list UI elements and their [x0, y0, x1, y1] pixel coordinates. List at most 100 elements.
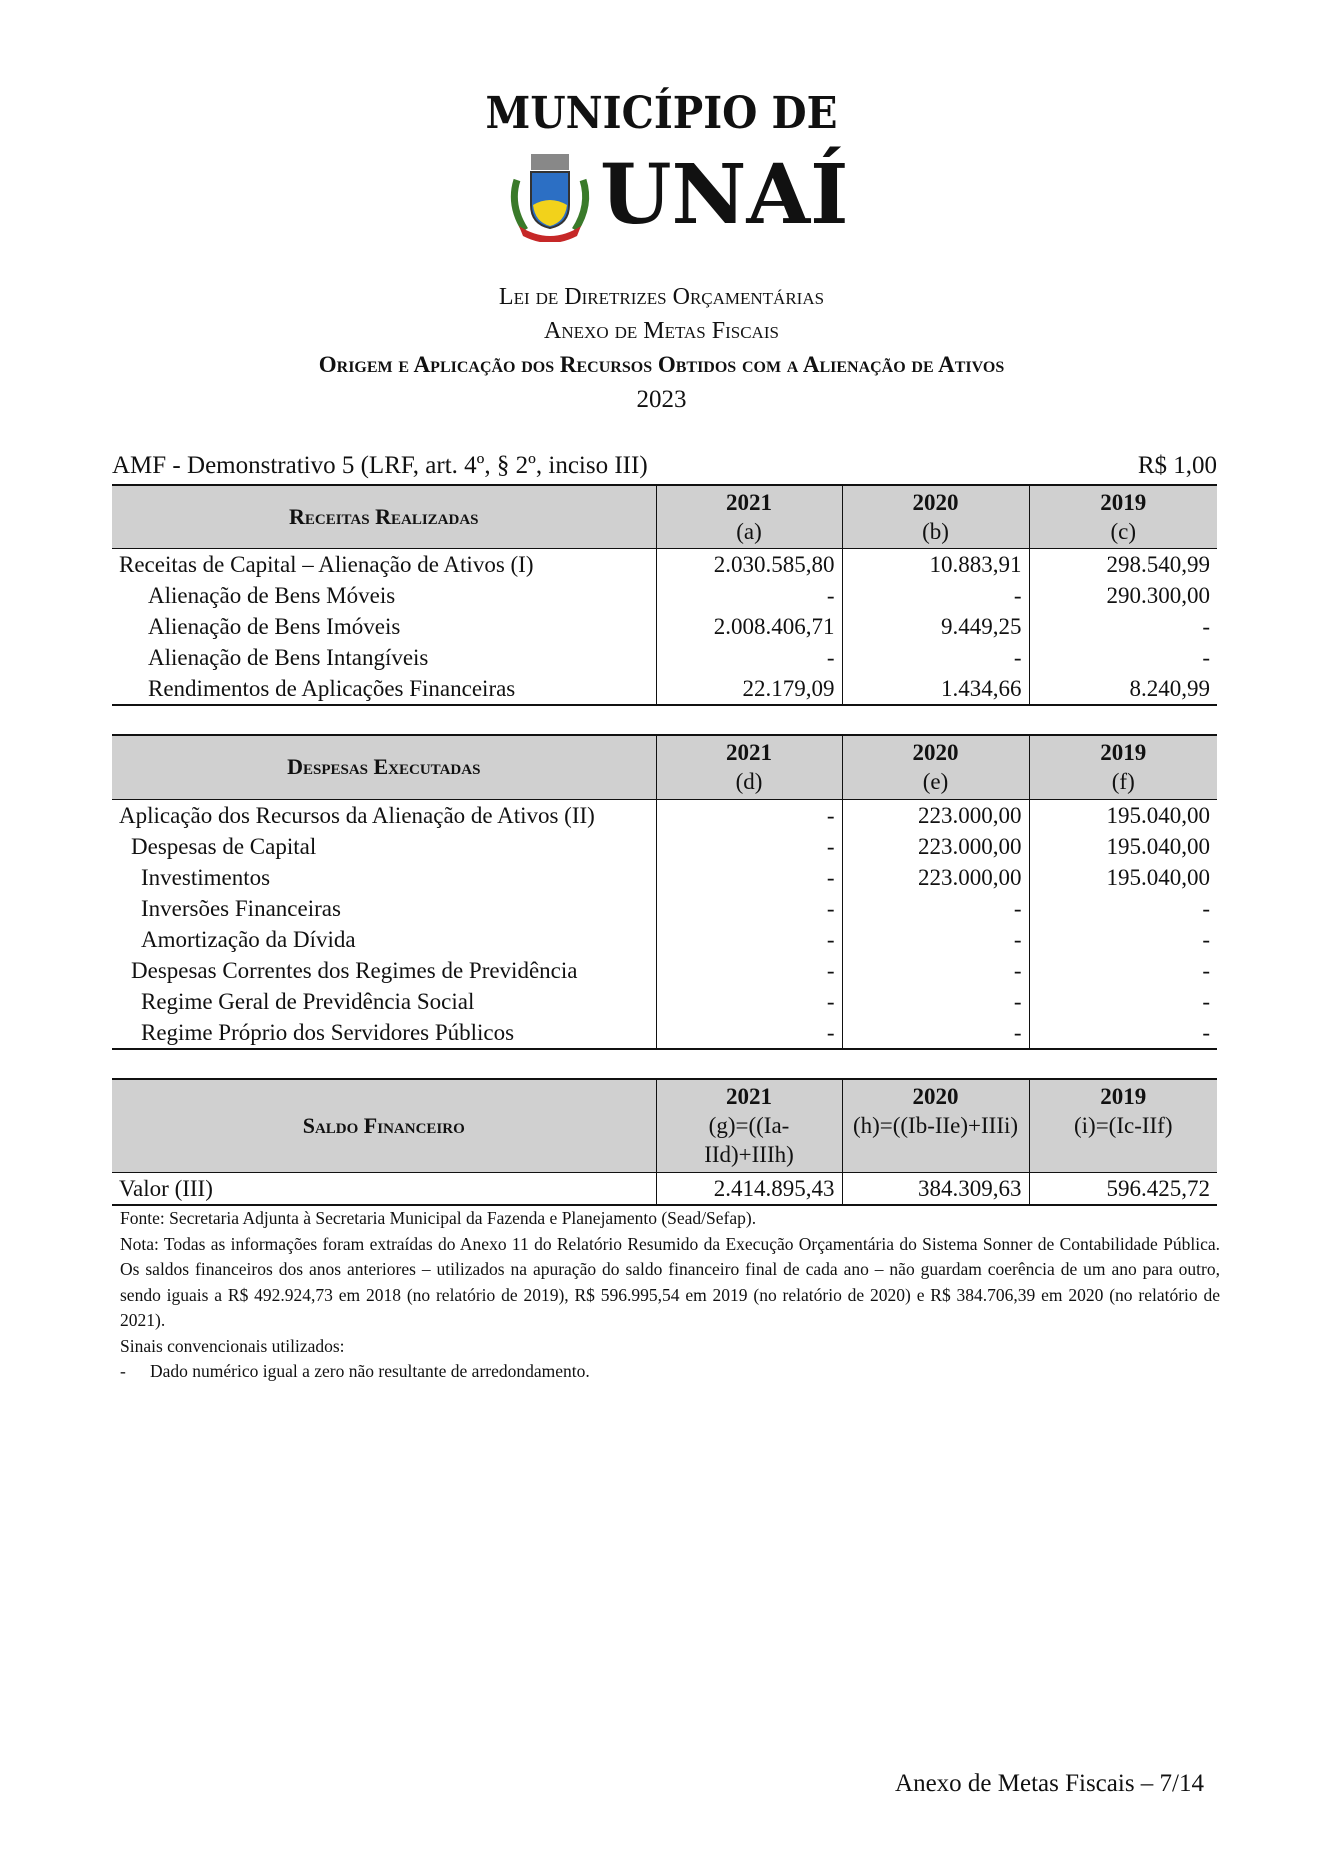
doc-title-anexo: Anexo de Metas Fiscais — [544, 318, 779, 344]
row-value: 2.414.895,43 — [655, 1172, 842, 1206]
row-value: 8.240,99 — [1028, 673, 1217, 706]
row-label: Alienação de Bens Intangíveis — [148, 645, 429, 670]
col-year: 2019 — [1100, 740, 1147, 766]
table-row: Inversões Financeiras - - - — [112, 892, 1217, 924]
col-year: 2019 — [1100, 490, 1147, 515]
col-code: (g)=((Ia-IId)+IIIh) — [704, 1113, 794, 1167]
row-label: Investimentos — [141, 864, 271, 890]
brand-name: UNAÍ — [600, 147, 849, 243]
row-value: - — [655, 1016, 842, 1050]
unit-label: R$ 1,00 — [1137, 452, 1217, 479]
saldo-table: Saldo Financeiro 2021 (g)=((Ia-IId)+IIIh)… — [112, 1078, 1217, 1206]
row-value: - — [655, 923, 842, 955]
notes: Fonte: Secretaria Adjunta à Secretaria M… — [120, 1206, 1220, 1385]
row-value: - — [1028, 611, 1217, 642]
table-row: Despesas de Capital -223.000,00 195.040,00 — [112, 830, 1217, 862]
doc-year: 2023 — [636, 386, 687, 413]
col-code: (d) — [735, 769, 763, 795]
row-value: 22.179,09 — [655, 673, 842, 706]
row-value: - — [1028, 642, 1217, 673]
row-value: - — [1028, 954, 1217, 986]
row-label: Alienação de Bens Móveis — [148, 583, 396, 608]
row-value: - — [841, 954, 1029, 986]
row-label: Aplicação dos Recursos da Alienação de A… — [119, 802, 595, 828]
row-value: 298.540,99 — [1028, 548, 1217, 580]
col-year: 2020 — [912, 490, 959, 515]
row-label: Amortização da Dívida — [141, 926, 356, 952]
col-year: 2020 — [912, 1084, 959, 1109]
row-value: - — [655, 954, 842, 986]
row-value: 290.300,00 — [1028, 580, 1217, 611]
row-value: - — [1028, 923, 1217, 955]
doc-title-lei: Lei de Diretrizes Orçamentárias — [498, 284, 825, 310]
table-row: Alienação de Bens Móveis - -290.300,00 — [112, 580, 1217, 611]
sinal-description: Dado numérico igual a zero não resultant… — [150, 1361, 590, 1381]
row-value: - — [655, 642, 842, 673]
nota-text: Nota: Todas as informações foram extraíd… — [120, 1233, 1220, 1331]
table-row: Amortização da Dívida - - - — [112, 923, 1217, 955]
row-value: - — [655, 861, 842, 893]
row-label: Despesas de Capital — [131, 833, 317, 859]
col-code: (f) — [1111, 769, 1135, 795]
page-footer: Anexo de Metas Fiscais – 7/14 — [895, 1770, 1204, 1797]
row-value: 1.434,66 — [841, 673, 1029, 706]
saldo-heading: Saldo Financeiro — [112, 1078, 656, 1173]
source-note: Fonte: Secretaria Adjunta à Secretaria M… — [120, 1208, 757, 1228]
row-value: - — [1028, 1016, 1217, 1050]
row-value: - — [841, 1016, 1029, 1050]
row-value: 2.030.585,80 — [655, 548, 842, 580]
despesas-table: Despesas Executadas 2021 (d) 2020 (e) 2019… — [112, 734, 1217, 1050]
row-value: 384.309,63 — [841, 1172, 1029, 1206]
row-value: 223.000,00 — [841, 830, 1029, 862]
brand-title: MUNICÍPIO DE — [485, 88, 838, 139]
despesas-heading: Despesas Executadas — [112, 734, 656, 800]
row-value: 195.040,00 — [1028, 830, 1217, 862]
row-value: 195.040,00 — [1028, 799, 1217, 831]
receitas-heading: Receitas Realizadas — [112, 484, 656, 549]
row-value: - — [841, 985, 1029, 1017]
row-label: Regime Próprio dos Servidores Públicos — [112, 1016, 656, 1050]
coat-of-arms-logo — [510, 154, 590, 242]
row-value: - — [655, 985, 842, 1017]
doc-title-origem: Origem e Aplicação dos Recursos Obtidos … — [318, 352, 1005, 377]
row-label: Inversões Financeiras — [141, 895, 341, 921]
row-label: Valor (III) — [112, 1172, 656, 1206]
table-row: Alienação de Bens Intangíveis - - - — [112, 642, 1217, 673]
col-year: 2021 — [726, 490, 772, 515]
row-value: - — [1028, 985, 1217, 1017]
col-code: (c) — [1110, 519, 1137, 544]
row-value: 596.425,72 — [1028, 1172, 1217, 1206]
col-code: (i)=(Ic-IIf) — [1073, 1113, 1173, 1138]
row-value: 9.449,25 — [841, 611, 1029, 642]
row-label: Rendimentos de Aplicações Financeiras — [112, 673, 656, 706]
row-label: Receitas de Capital – Alienação de Ativo… — [119, 552, 534, 577]
table-row: Receitas de Capital – Alienação de Ativo… — [112, 548, 1217, 580]
row-value: - — [841, 923, 1029, 955]
row-value: - — [655, 830, 842, 862]
col-code: (a) — [736, 519, 762, 544]
col-year: 2020 — [912, 740, 959, 766]
row-value: 2.008.406,71 — [655, 611, 842, 642]
col-code: (h)=((Ib-IIe)+IIIi) — [852, 1113, 1019, 1138]
row-value: - — [841, 892, 1029, 924]
row-value: - — [841, 580, 1029, 611]
col-year: 2021 — [726, 740, 772, 766]
table-row: Alienação de Bens Imóveis 2.008.406,71 9.4… — [112, 611, 1217, 642]
row-value: - — [655, 799, 842, 831]
table-row: Valor (III) 2.414.895,43 384.309,63 596.425… — [112, 1172, 1217, 1206]
col-year: 2021 — [726, 1084, 772, 1109]
row-value: - — [655, 580, 842, 611]
row-label: Despesas Correntes dos Regimes de Previd… — [131, 957, 578, 983]
col-year: 2019 — [1100, 1084, 1147, 1109]
row-value: 10.883,91 — [841, 548, 1029, 580]
row-label: Regime Geral de Previdência Social — [141, 988, 475, 1014]
row-value: 195.040,00 — [1028, 861, 1217, 893]
sinal-symbol: - — [120, 1361, 126, 1381]
row-value: 223.000,00 — [841, 861, 1029, 893]
table-row: Rendimentos de Aplicações Financeiras 22.… — [112, 673, 1217, 706]
table-row: Aplicação dos Recursos da Alienação de A… — [112, 799, 1217, 831]
row-value: - — [1028, 892, 1217, 924]
row-value: 223.000,00 — [841, 799, 1029, 831]
sinais-label: Sinais convencionais utilizados: — [120, 1335, 345, 1356]
row-value: - — [841, 642, 1029, 673]
